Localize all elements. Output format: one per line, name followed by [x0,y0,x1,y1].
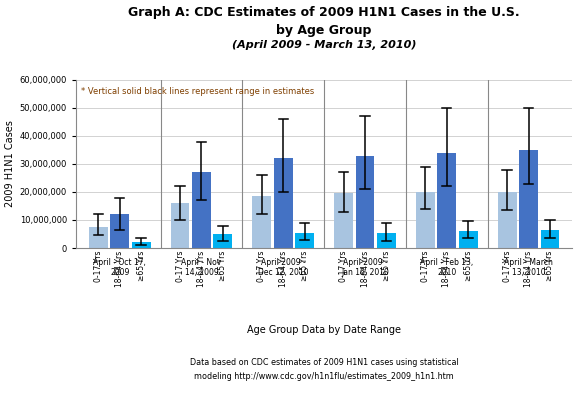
Bar [252,196,271,248]
Bar [519,150,538,248]
Bar [192,172,211,248]
Bar [437,153,456,248]
Text: by Age Group: by Age Group [276,24,372,37]
Bar [296,232,314,248]
Bar [334,194,353,248]
Text: Data based on CDC estimates of 2009 H1N1 cases using statistical: Data based on CDC estimates of 2009 H1N1… [190,358,458,367]
Bar [459,231,478,248]
Bar [274,158,293,248]
Text: April - March
13, 2010: April - March 13, 2010 [504,258,553,278]
Bar [110,214,129,248]
Text: April 2009 -
Jan 16, 2010: April 2009 - Jan 16, 2010 [341,258,389,278]
Text: Graph A: CDC Estimates of 2009 H1N1 Cases in the U.S.: Graph A: CDC Estimates of 2009 H1N1 Case… [128,6,520,19]
Bar [356,156,374,248]
Bar [89,227,107,248]
Text: Age Group Data by Date Range: Age Group Data by Date Range [247,325,401,335]
Bar [214,234,232,248]
Text: * Vertical solid black lines represent range in estimates: * Vertical solid black lines represent r… [81,87,314,96]
Bar [541,230,559,248]
Text: modeling http://www.cdc.gov/h1n1flu/estimates_2009_h1n1.htm: modeling http://www.cdc.gov/h1n1flu/esti… [194,372,454,381]
Text: April 2009 -
Dec 12, 2010: April 2009 - Dec 12, 2010 [258,258,308,278]
Bar [416,192,434,248]
Y-axis label: 2009 H1N1 Cases: 2009 H1N1 Cases [5,120,15,208]
Bar [498,192,516,248]
Bar [377,232,396,248]
Bar [171,203,189,248]
Bar [132,242,151,248]
Text: April - Oct 17,
2009: April - Oct 17, 2009 [93,258,146,278]
Text: April - Feb 13,
2010: April - Feb 13, 2010 [420,258,474,278]
Text: April - Nov
14, 2009: April - Nov 14, 2009 [182,258,221,278]
Text: (April 2009 - March 13, 2010): (April 2009 - March 13, 2010) [232,40,416,50]
